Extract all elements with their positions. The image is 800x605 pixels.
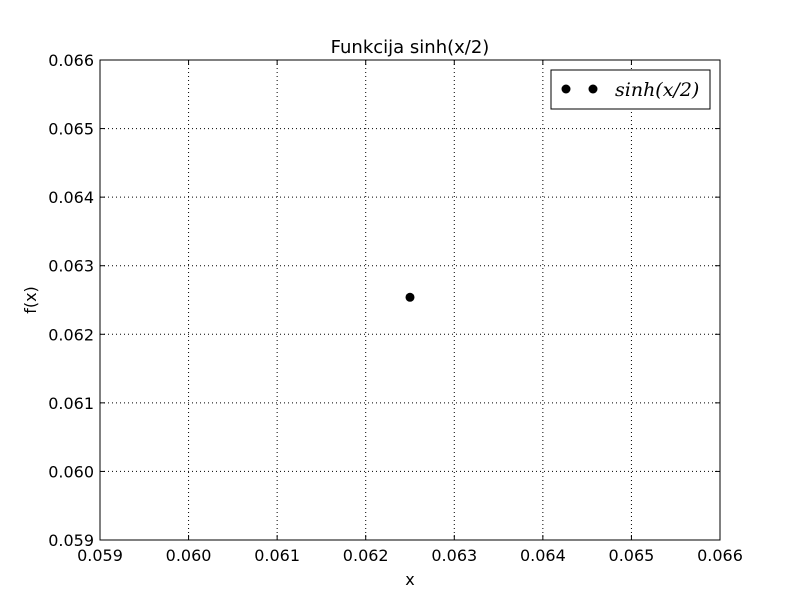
x-tick-label: 0.061 bbox=[254, 546, 300, 565]
grid-layer bbox=[100, 60, 720, 540]
legend-marker bbox=[588, 84, 598, 94]
plot-frame bbox=[99, 59, 721, 541]
legend-box bbox=[550, 69, 711, 110]
y-tick-label: 0.062 bbox=[48, 325, 94, 344]
x-tick-label: 0.064 bbox=[520, 546, 566, 565]
x-tick-label: 0.065 bbox=[609, 546, 655, 565]
x-tick-label: 0.063 bbox=[431, 546, 477, 565]
data-point bbox=[405, 292, 415, 302]
chart-title: Funkcija sinh(x/2) bbox=[331, 37, 490, 58]
y-tick-label: 0.065 bbox=[48, 120, 94, 139]
ticks-layer: 0.059 0.060 0.061 0.062 0.063 0.064 0.065 0.066… bbox=[48, 51, 743, 565]
y-tick-label: 0.059 bbox=[48, 531, 94, 550]
x-tick-label: 0.066 bbox=[697, 546, 743, 565]
y-axis-label: f(x) bbox=[21, 286, 40, 314]
y-tick-label: 0.063 bbox=[48, 257, 94, 276]
x-tick-label: 0.059 bbox=[77, 546, 123, 565]
y-tick-label: 0.064 bbox=[48, 188, 94, 207]
y-tick-label: 0.061 bbox=[48, 394, 94, 413]
points-layer bbox=[405, 292, 415, 302]
y-tick-label: 0.060 bbox=[48, 462, 94, 481]
x-tick-label: 0.062 bbox=[343, 546, 389, 565]
x-axis-label: x bbox=[405, 570, 414, 589]
legend-marker bbox=[561, 84, 571, 94]
legend: sinh(x/2) bbox=[550, 69, 711, 110]
y-tick-label: 0.066 bbox=[48, 51, 94, 70]
x-tick-label: 0.060 bbox=[166, 546, 212, 565]
legend-label: sinh(x/2) bbox=[615, 79, 699, 101]
